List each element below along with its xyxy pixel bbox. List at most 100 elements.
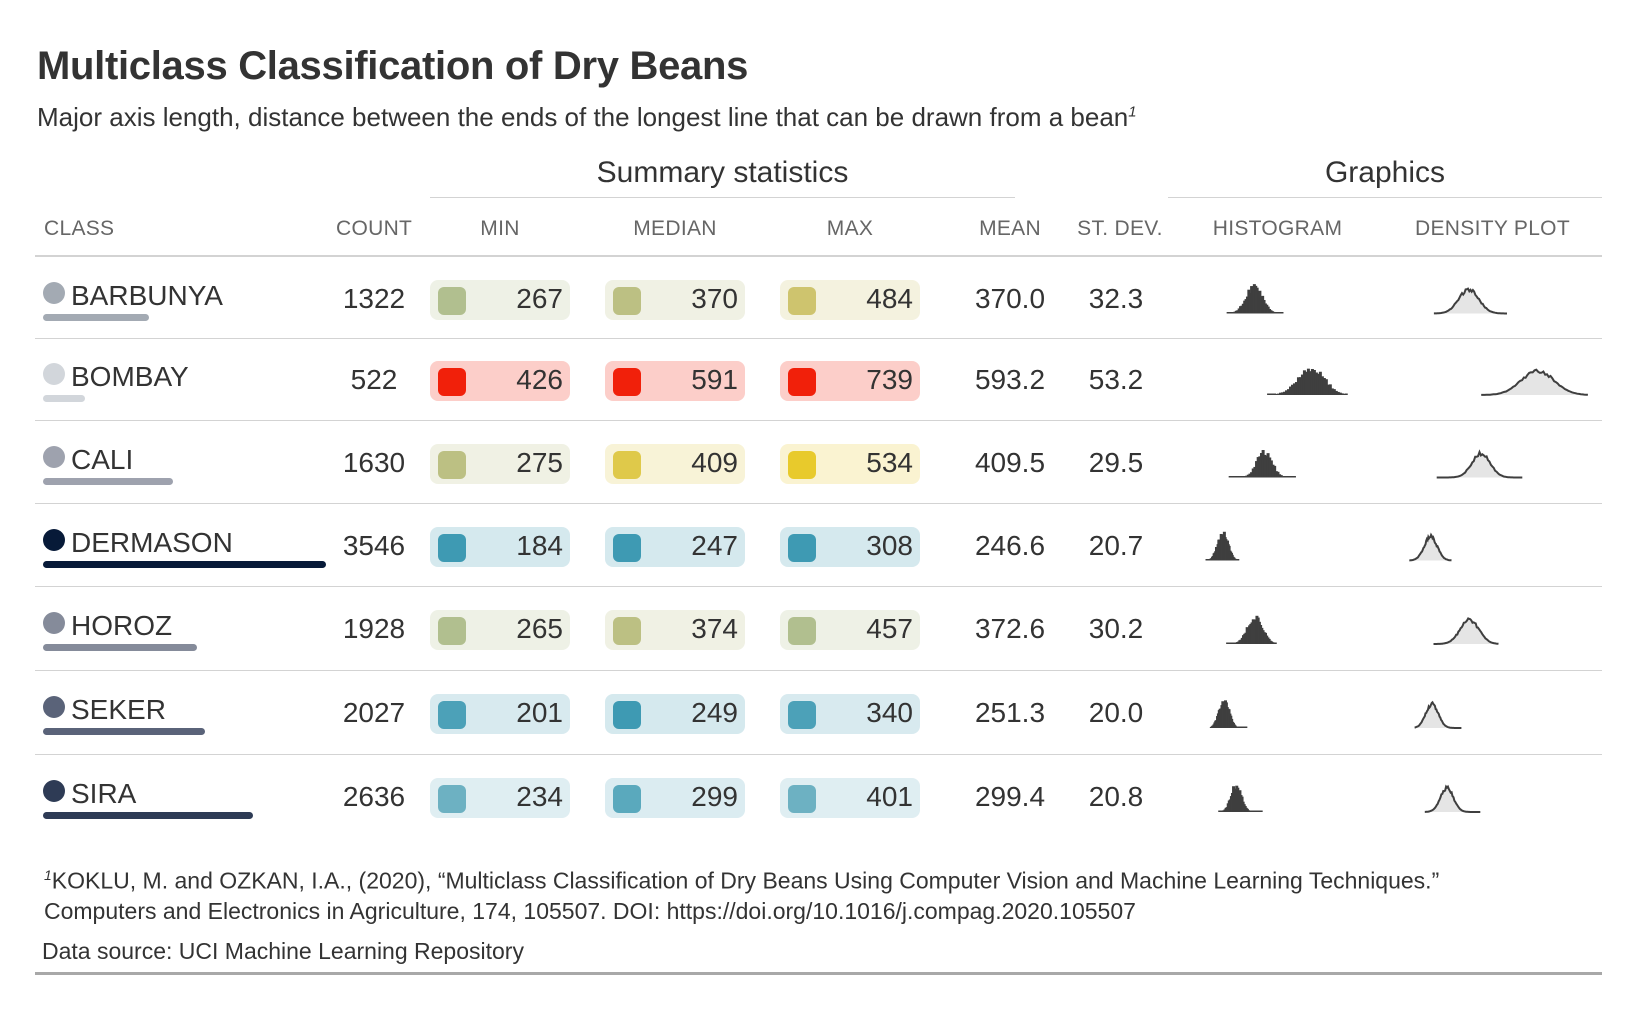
sd-value: 29.5 (1088, 446, 1144, 478)
median-value: 591 (691, 364, 738, 395)
histogram-bar (1259, 452, 1263, 478)
density-plot (1481, 368, 1588, 396)
class-label: SEKER (71, 694, 166, 725)
count-value: 2027 (342, 697, 406, 728)
sd-value: 20.0 (1088, 697, 1144, 728)
histogram-bar (1280, 312, 1284, 314)
max-pill: 401 (780, 778, 920, 818)
mean-value: 409.5 (974, 446, 1046, 478)
histogram (1228, 450, 1296, 478)
density-area (1409, 534, 1452, 561)
histogram-bar (1290, 384, 1294, 395)
class-color-dot (43, 528, 65, 551)
row-divider (35, 670, 1602, 671)
min-pill: 426 (430, 361, 570, 401)
count-value: 1322 (342, 282, 406, 314)
histogram-bar (1287, 389, 1291, 395)
count-bar (43, 728, 205, 735)
histogram-bar (1320, 376, 1324, 395)
histogram-bar (1258, 456, 1262, 478)
class-color-dot (43, 780, 65, 802)
mean-value: 372.6 (974, 613, 1046, 644)
max-value: 340 (866, 697, 913, 728)
spanner-graphics-line (1168, 197, 1602, 198)
histogram-bar (1283, 391, 1287, 395)
mean-value: 593.2 (974, 364, 1046, 395)
histogram-bar (1278, 474, 1282, 478)
median-value: 374 (691, 613, 738, 644)
row-divider (35, 586, 1602, 587)
col-header-max: MAX (826, 217, 874, 240)
min-color-swatch (438, 701, 466, 729)
histogram-bar (1273, 393, 1277, 395)
spanner-summary: Summary statistics (596, 156, 849, 189)
histogram-bar (1300, 374, 1304, 395)
histogram-bar (1296, 377, 1300, 395)
max-color-swatch (788, 286, 816, 315)
histogram-bar (1334, 390, 1338, 395)
median-pill: 409 (605, 443, 745, 484)
density-area (1433, 288, 1507, 314)
page-title: Multiclass Classification of Dry Beans (37, 44, 749, 88)
histogram-bar (1316, 373, 1320, 395)
max-value: 401 (866, 781, 913, 812)
histogram-bar (1328, 384, 1332, 395)
count-value: 3546 (342, 529, 406, 561)
count-value: 2636 (342, 781, 406, 812)
max-pill: 739 (780, 361, 920, 401)
min-pill: 267 (430, 279, 570, 320)
row-divider (35, 338, 1602, 339)
min-pill: 201 (430, 694, 570, 734)
min-color-swatch (438, 286, 466, 315)
table-bottom-rule (35, 972, 1602, 975)
density-area (1436, 452, 1523, 478)
min-pill: 184 (430, 526, 570, 567)
col-header-count: COUNT (336, 217, 413, 240)
histogram (1209, 700, 1248, 728)
histogram-bar (1230, 476, 1234, 478)
histogram-bar (1271, 464, 1275, 478)
min-pill: 265 (430, 610, 570, 650)
min-pill: 234 (430, 778, 570, 818)
col-header-histogram: HISTOGRAM (1212, 217, 1343, 240)
mean-value: 299.4 (974, 781, 1046, 812)
max-value: 308 (866, 529, 913, 561)
histogram-bar (1289, 386, 1293, 395)
histogram (1267, 368, 1348, 395)
histogram-bar (1324, 379, 1328, 395)
spanner-graphics: Graphics (1324, 156, 1446, 189)
histogram-bar (1302, 370, 1306, 395)
median-pill: 370 (605, 279, 745, 320)
histogram-bar (1259, 810, 1263, 812)
count-value: 522 (350, 364, 398, 395)
count-bar (43, 395, 85, 402)
histogram-bar (1271, 393, 1275, 395)
median-color-swatch (613, 368, 641, 396)
histogram-bar (1244, 726, 1248, 728)
class-color-dot (43, 445, 65, 468)
max-color-swatch (788, 785, 816, 813)
max-pill: 484 (780, 279, 920, 320)
histogram-bar (1292, 383, 1296, 395)
max-pill: 457 (780, 610, 920, 650)
class-color-dot (43, 281, 65, 304)
histogram-bar (1330, 388, 1334, 395)
histogram-bar (1269, 393, 1273, 395)
density-area (1424, 786, 1481, 812)
histogram-bar (1268, 457, 1272, 478)
class-label: HOROZ (71, 610, 173, 641)
density-line (1409, 532, 1452, 562)
density-line (1436, 449, 1523, 479)
histogram-bar (1248, 473, 1252, 478)
density-line (1433, 617, 1499, 645)
header-rule (35, 255, 1602, 257)
histogram-bar (1336, 391, 1340, 395)
histogram (1218, 785, 1263, 812)
max-pill: 340 (780, 694, 920, 734)
median-pill: 247 (605, 526, 745, 567)
histogram-bar (1263, 454, 1267, 478)
max-value: 457 (866, 613, 913, 644)
max-value: 739 (866, 364, 913, 395)
density-line (1424, 784, 1481, 813)
